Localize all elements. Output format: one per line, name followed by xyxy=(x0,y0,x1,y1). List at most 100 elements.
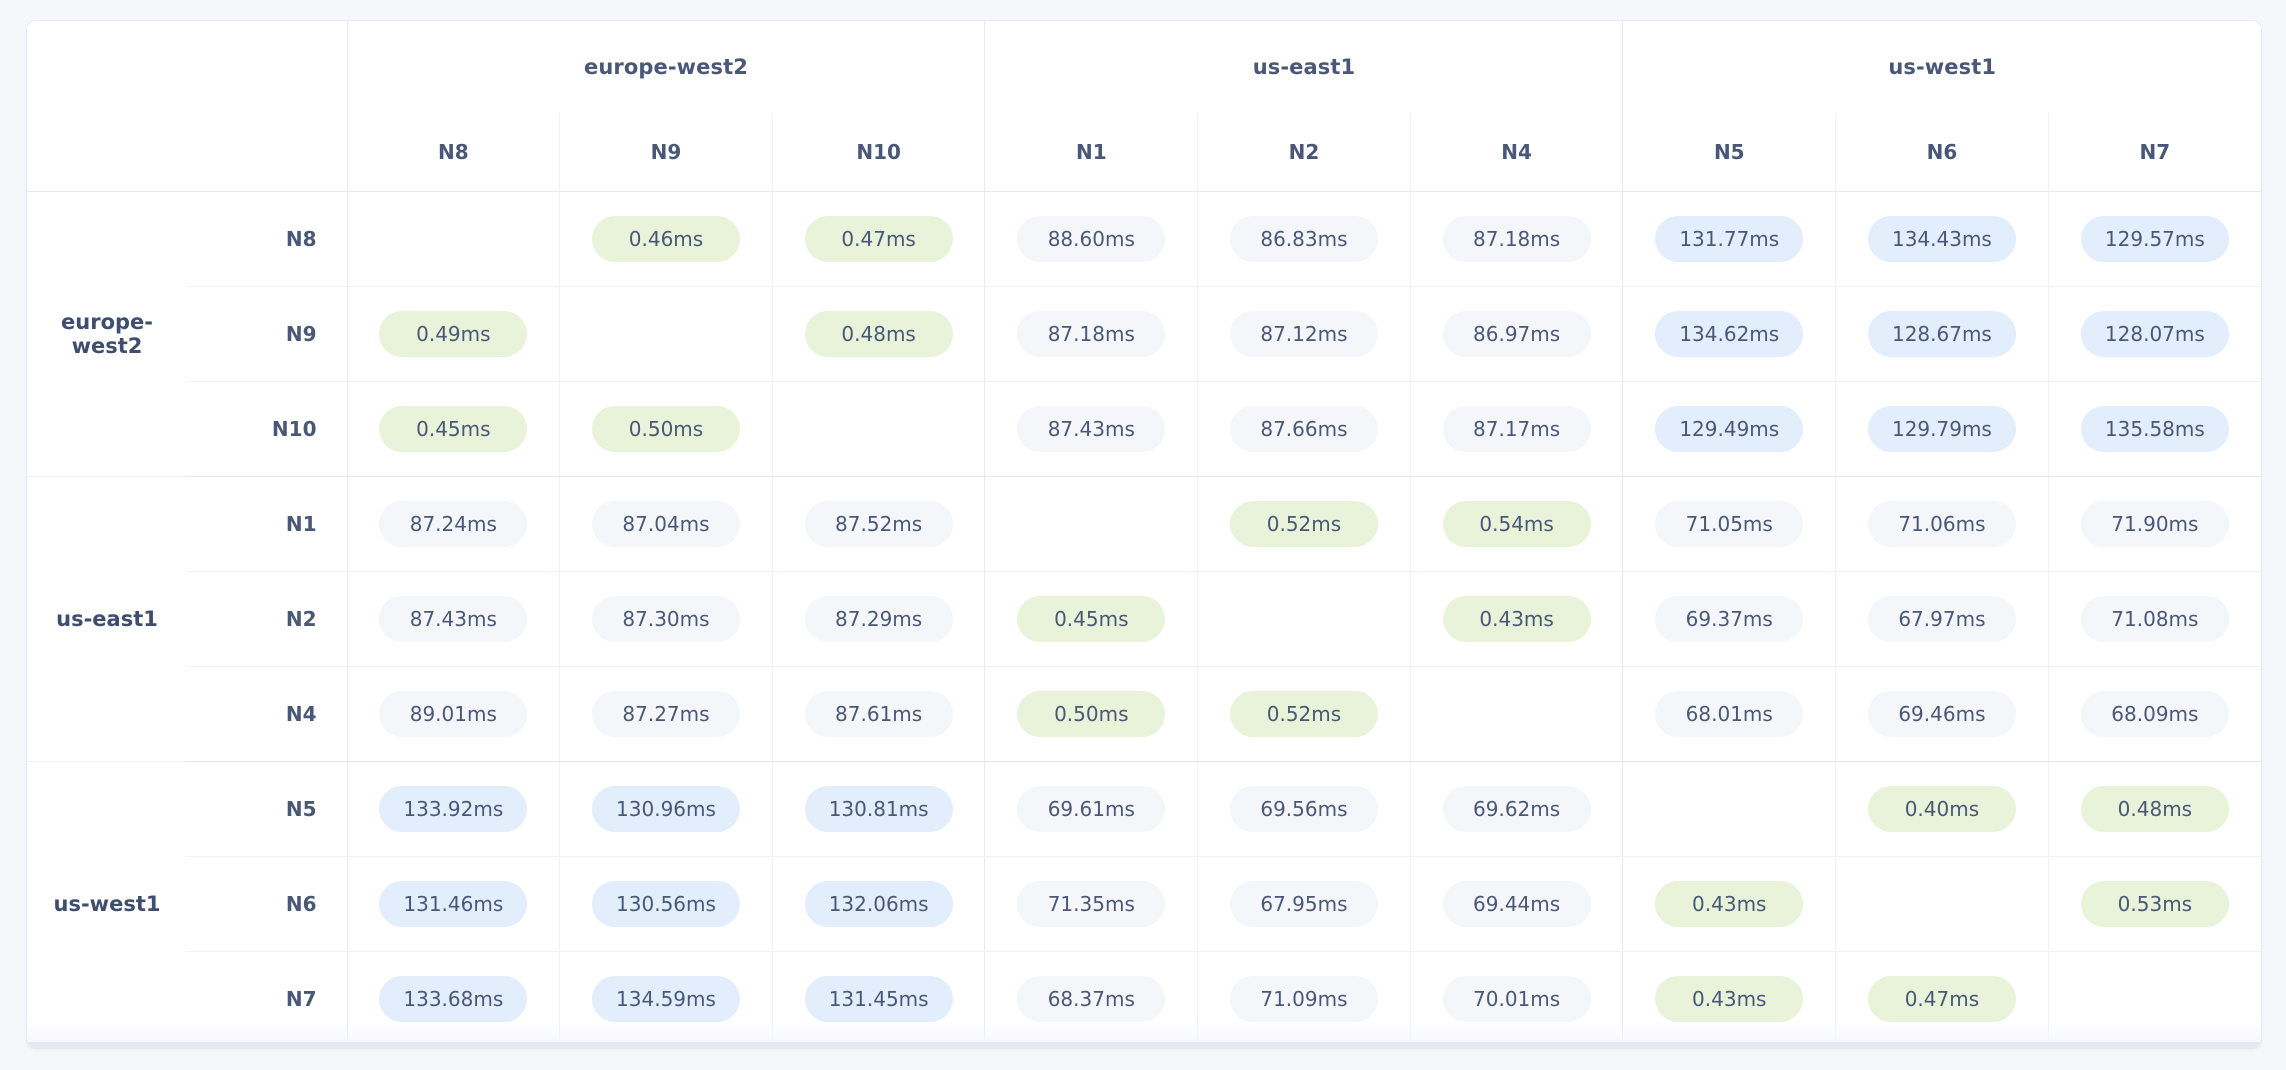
latency-cell[interactable]: 69.37ms xyxy=(1622,571,1836,667)
latency-cell[interactable]: 0.48ms xyxy=(771,286,985,382)
row-group-label-us-west1: us-west1 xyxy=(27,761,187,1047)
latency-cell[interactable]: 0.52ms xyxy=(1197,666,1411,762)
latency-cell[interactable]: 71.90ms xyxy=(2047,476,2261,572)
column-header-N5[interactable]: N5 xyxy=(1622,113,1836,192)
latency-pill-blue: 135.58ms xyxy=(2080,405,2229,452)
latency-cell[interactable]: 71.06ms xyxy=(1835,476,2049,572)
column-header-N4[interactable]: N4 xyxy=(1409,113,1623,192)
latency-cell[interactable]: 0.50ms xyxy=(984,666,1198,762)
latency-cell[interactable]: 71.05ms xyxy=(1622,476,1836,572)
latency-cell[interactable]: 87.66ms xyxy=(1197,381,1411,477)
row-header-N10[interactable]: N10 xyxy=(187,381,348,477)
column-header-N10[interactable]: N10 xyxy=(771,113,985,192)
latency-cell[interactable]: 88.60ms xyxy=(984,191,1198,287)
latency-cell[interactable]: 71.09ms xyxy=(1197,951,1411,1046)
latency-cell[interactable]: 129.79ms xyxy=(1835,381,2049,477)
latency-cell[interactable]: 87.24ms xyxy=(346,476,560,572)
matrix-corner-cell xyxy=(27,21,348,192)
latency-cell[interactable]: 87.61ms xyxy=(771,666,985,762)
latency-cell[interactable]: 87.29ms xyxy=(771,571,985,667)
latency-cell[interactable]: 129.49ms xyxy=(1622,381,1836,477)
latency-pill-gray: 87.30ms xyxy=(591,595,740,642)
latency-cell[interactable]: 130.81ms xyxy=(771,761,985,857)
latency-cell[interactable]: 71.08ms xyxy=(2047,571,2261,667)
latency-cell[interactable]: 128.67ms xyxy=(1835,286,2049,382)
latency-cell[interactable]: 87.43ms xyxy=(984,381,1198,477)
latency-cell[interactable]: 0.50ms xyxy=(559,381,773,477)
latency-cell[interactable]: 69.62ms xyxy=(1409,761,1623,857)
latency-cell[interactable]: 89.01ms xyxy=(346,666,560,762)
latency-cell[interactable]: 130.96ms xyxy=(559,761,773,857)
latency-cell[interactable]: 0.40ms xyxy=(1835,761,2049,857)
row-header-N4[interactable]: N4 xyxy=(187,666,348,762)
latency-cell[interactable]: 67.95ms xyxy=(1197,856,1411,952)
latency-cell-empty xyxy=(1409,666,1623,762)
horizontal-scrollbar[interactable] xyxy=(27,1042,2261,1048)
latency-cell[interactable]: 68.09ms xyxy=(2047,666,2261,762)
latency-cell[interactable]: 0.48ms xyxy=(2047,761,2261,857)
latency-cell[interactable]: 0.47ms xyxy=(1835,951,2049,1046)
latency-pill-green: 0.43ms xyxy=(1655,975,1804,1022)
latency-cell[interactable]: 134.43ms xyxy=(1835,191,2049,287)
latency-cell[interactable]: 87.52ms xyxy=(771,476,985,572)
latency-cell[interactable]: 87.17ms xyxy=(1409,381,1623,477)
latency-cell[interactable]: 0.49ms xyxy=(346,286,560,382)
latency-cell[interactable]: 131.77ms xyxy=(1622,191,1836,287)
latency-cell[interactable]: 71.35ms xyxy=(984,856,1198,952)
latency-cell[interactable]: 68.37ms xyxy=(984,951,1198,1046)
latency-cell[interactable]: 130.56ms xyxy=(559,856,773,952)
latency-cell[interactable]: 70.01ms xyxy=(1409,951,1623,1046)
latency-cell[interactable]: 67.97ms xyxy=(1835,571,2049,667)
latency-cell[interactable]: 68.01ms xyxy=(1622,666,1836,762)
latency-cell[interactable]: 0.45ms xyxy=(984,571,1198,667)
latency-cell[interactable]: 0.43ms xyxy=(1622,856,1836,952)
column-header-N9[interactable]: N9 xyxy=(559,113,773,192)
latency-cell[interactable]: 87.12ms xyxy=(1197,286,1411,382)
row-header-N8[interactable]: N8 xyxy=(187,191,348,287)
latency-cell[interactable]: 86.83ms xyxy=(1197,191,1411,287)
latency-cell[interactable]: 0.43ms xyxy=(1622,951,1836,1046)
latency-pill-green: 0.54ms xyxy=(1442,500,1591,547)
latency-cell[interactable]: 131.45ms xyxy=(771,951,985,1046)
latency-cell[interactable]: 0.45ms xyxy=(346,381,560,477)
latency-cell[interactable]: 134.62ms xyxy=(1622,286,1836,382)
row-header-N1[interactable]: N1 xyxy=(187,476,348,572)
row-header-N5[interactable]: N5 xyxy=(187,761,348,857)
latency-cell[interactable]: 128.07ms xyxy=(2047,286,2261,382)
latency-cell[interactable]: 87.18ms xyxy=(984,286,1198,382)
column-header-N1[interactable]: N1 xyxy=(984,113,1198,192)
latency-cell[interactable]: 0.54ms xyxy=(1409,476,1623,572)
latency-cell[interactable]: 135.58ms xyxy=(2047,381,2261,477)
latency-cell[interactable]: 132.06ms xyxy=(771,856,985,952)
column-header-N2[interactable]: N2 xyxy=(1197,113,1411,192)
latency-cell[interactable]: 131.46ms xyxy=(346,856,560,952)
latency-cell[interactable]: 133.68ms xyxy=(346,951,560,1046)
latency-cell[interactable]: 134.59ms xyxy=(559,951,773,1046)
row-header-N7[interactable]: N7 xyxy=(187,951,348,1046)
latency-cell[interactable]: 69.44ms xyxy=(1409,856,1623,952)
latency-pill-green: 0.46ms xyxy=(591,215,740,262)
row-header-N6[interactable]: N6 xyxy=(187,856,348,952)
latency-cell[interactable]: 69.46ms xyxy=(1835,666,2049,762)
latency-cell[interactable]: 0.46ms xyxy=(559,191,773,287)
latency-cell[interactable]: 0.47ms xyxy=(771,191,985,287)
latency-cell[interactable]: 87.18ms xyxy=(1409,191,1623,287)
latency-cell[interactable]: 87.43ms xyxy=(346,571,560,667)
latency-cell[interactable]: 0.52ms xyxy=(1197,476,1411,572)
latency-cell[interactable]: 86.97ms xyxy=(1409,286,1623,382)
latency-cell[interactable]: 0.43ms xyxy=(1409,571,1623,667)
row-header-N2[interactable]: N2 xyxy=(187,571,348,667)
row-header-N9[interactable]: N9 xyxy=(187,286,348,382)
latency-cell[interactable]: 129.57ms xyxy=(2047,191,2261,287)
column-header-N6[interactable]: N6 xyxy=(1835,113,2049,192)
latency-cell[interactable]: 87.04ms xyxy=(559,476,773,572)
latency-pill-gray: 87.61ms xyxy=(804,690,953,737)
latency-cell[interactable]: 69.61ms xyxy=(984,761,1198,857)
latency-cell[interactable]: 69.56ms xyxy=(1197,761,1411,857)
column-header-N8[interactable]: N8 xyxy=(346,113,560,192)
latency-cell[interactable]: 133.92ms xyxy=(346,761,560,857)
latency-cell[interactable]: 87.27ms xyxy=(559,666,773,762)
latency-cell[interactable]: 0.53ms xyxy=(2047,856,2261,952)
column-header-N7[interactable]: N7 xyxy=(2047,113,2261,192)
latency-cell[interactable]: 87.30ms xyxy=(559,571,773,667)
